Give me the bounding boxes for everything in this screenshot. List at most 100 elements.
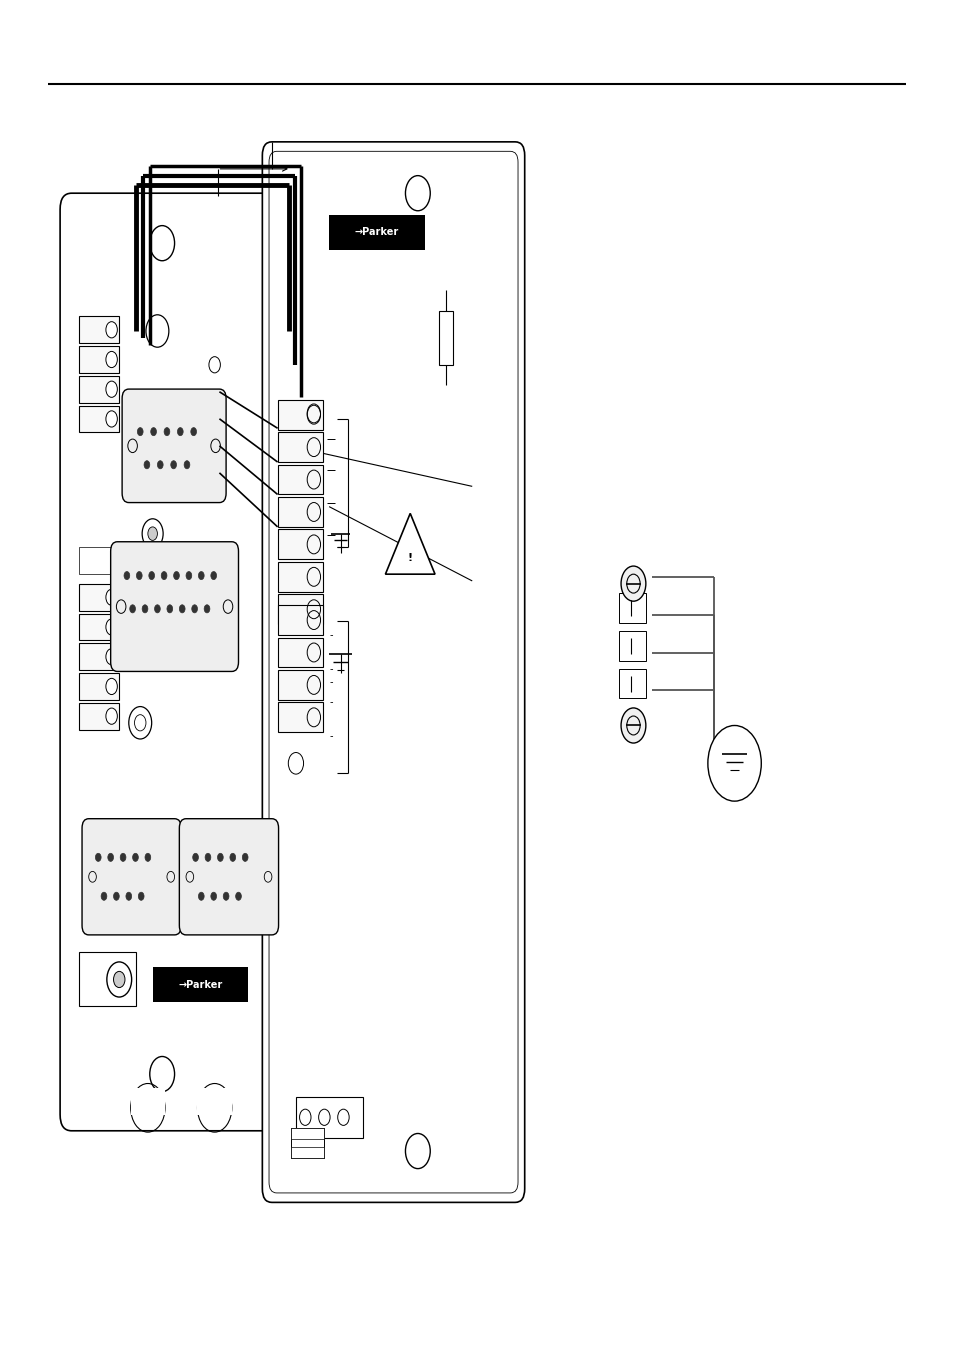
Bar [131, 1088, 165, 1115]
Bar [79, 316, 119, 343]
Bar [79, 376, 119, 403]
Circle shape [186, 571, 192, 580]
Circle shape [177, 427, 183, 435]
Bar [277, 605, 323, 635]
Circle shape [120, 854, 126, 862]
Circle shape [144, 461, 150, 469]
Circle shape [620, 566, 645, 601]
Bar [277, 703, 323, 732]
Bar [152, 967, 248, 1002]
Circle shape [145, 854, 151, 862]
Bar [79, 547, 138, 574]
Circle shape [106, 411, 117, 427]
Circle shape [106, 648, 117, 665]
Circle shape [95, 854, 101, 862]
Circle shape [161, 571, 167, 580]
Bar [79, 673, 119, 700]
Bar [277, 562, 323, 592]
FancyBboxPatch shape [82, 819, 181, 935]
Text: !: ! [407, 553, 413, 563]
Text: -: - [329, 630, 333, 640]
Bar [277, 465, 323, 494]
Bar [277, 638, 323, 667]
Circle shape [106, 589, 117, 605]
Bar [79, 346, 119, 373]
Bar [79, 643, 119, 670]
Circle shape [235, 892, 241, 900]
Circle shape [157, 461, 163, 469]
Bar [438, 311, 453, 365]
Circle shape [106, 351, 117, 367]
Circle shape [204, 605, 210, 613]
Circle shape [173, 571, 179, 580]
Circle shape [198, 571, 204, 580]
Circle shape [707, 725, 760, 801]
Circle shape [191, 427, 196, 435]
Text: →Parker: →Parker [178, 979, 222, 990]
Circle shape [113, 892, 119, 900]
Circle shape [124, 571, 130, 580]
Bar [329, 215, 424, 250]
Bar [277, 497, 323, 527]
Circle shape [106, 381, 117, 397]
Circle shape [151, 427, 156, 435]
Bar [79, 405, 119, 432]
Bar [295, 1097, 362, 1138]
Bar [79, 584, 119, 611]
Circle shape [205, 854, 211, 862]
Bar [277, 594, 323, 624]
Circle shape [198, 892, 204, 900]
Bar [618, 631, 645, 661]
Text: -: - [329, 663, 333, 674]
Circle shape [193, 854, 198, 862]
Bar [277, 530, 323, 559]
Circle shape [211, 892, 216, 900]
Circle shape [137, 427, 143, 435]
Bar [79, 703, 119, 730]
Circle shape [164, 427, 170, 435]
Circle shape [106, 322, 117, 338]
Circle shape [167, 605, 172, 613]
Circle shape [106, 619, 117, 635]
Circle shape [130, 605, 135, 613]
FancyBboxPatch shape [179, 819, 278, 935]
Circle shape [192, 605, 197, 613]
Circle shape [211, 571, 216, 580]
Circle shape [101, 892, 107, 900]
Bar [618, 669, 645, 698]
Text: -: - [329, 697, 333, 708]
Bar [291, 1128, 324, 1139]
FancyBboxPatch shape [111, 542, 238, 671]
Circle shape [142, 605, 148, 613]
Circle shape [106, 708, 117, 724]
Circle shape [223, 892, 229, 900]
Circle shape [108, 854, 113, 862]
Bar [79, 952, 136, 1006]
Bar [277, 400, 323, 430]
Circle shape [179, 605, 185, 613]
Circle shape [148, 527, 157, 540]
Circle shape [217, 854, 223, 862]
Circle shape [620, 708, 645, 743]
Bar [291, 1128, 324, 1158]
Circle shape [184, 461, 190, 469]
FancyBboxPatch shape [60, 193, 302, 1131]
Circle shape [138, 892, 144, 900]
Bar [79, 613, 119, 640]
Circle shape [230, 854, 235, 862]
Circle shape [126, 892, 132, 900]
Polygon shape [385, 513, 435, 574]
FancyBboxPatch shape [122, 389, 226, 503]
Circle shape [113, 971, 125, 988]
Circle shape [106, 678, 117, 694]
Bar [291, 1147, 324, 1158]
Text: →Parker: →Parker [355, 227, 398, 238]
Bar [618, 593, 645, 623]
Circle shape [136, 571, 142, 580]
Text: -: - [329, 677, 333, 688]
Circle shape [171, 461, 176, 469]
FancyBboxPatch shape [262, 142, 524, 1202]
Bar [197, 1088, 232, 1115]
Circle shape [149, 571, 154, 580]
Text: -: - [329, 731, 333, 742]
